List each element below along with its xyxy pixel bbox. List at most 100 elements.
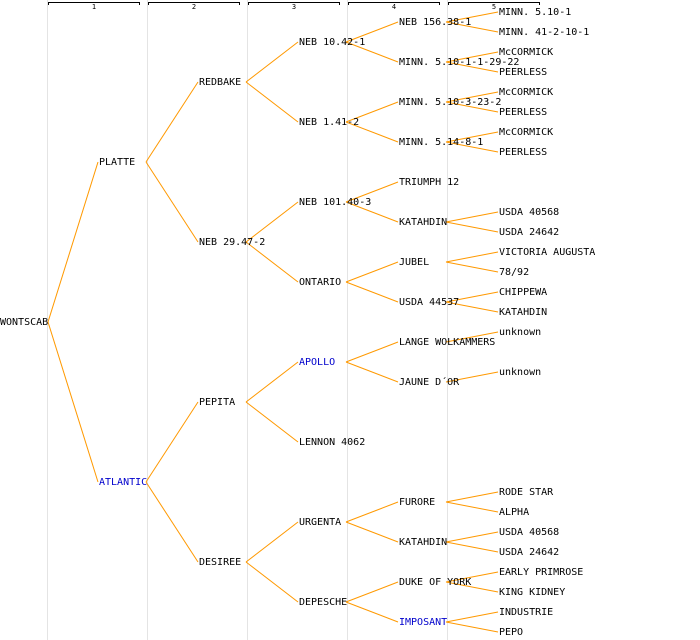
edge xyxy=(345,201,399,223)
edge xyxy=(245,41,299,83)
edge xyxy=(445,541,499,553)
edge xyxy=(345,501,399,523)
edge xyxy=(445,491,499,503)
edge xyxy=(445,11,499,23)
edge xyxy=(445,141,499,153)
edge xyxy=(345,361,399,383)
node-label: MINN. 5.10-1-1-29-22 xyxy=(399,57,519,68)
node-label: LANGE WOLKAMMERS xyxy=(399,337,495,348)
node-label: USDA 24642 xyxy=(499,547,559,558)
edge xyxy=(245,401,299,443)
edge xyxy=(445,501,499,513)
node-label: INDUSTRIE xyxy=(499,607,553,618)
node-label: ONTARIO xyxy=(299,277,341,288)
node-label: 78/92 xyxy=(499,267,529,278)
node-label: USDA 24642 xyxy=(499,227,559,238)
node-label: PLATTE xyxy=(99,157,135,168)
edge xyxy=(245,521,299,563)
node-label: WONTSCAB xyxy=(0,317,48,328)
edge xyxy=(345,341,399,363)
edge xyxy=(445,61,499,73)
node-label: PEPO xyxy=(499,627,523,638)
node-label: PEPITA xyxy=(199,397,235,408)
edge xyxy=(345,41,399,63)
node-label: APOLLO xyxy=(299,357,335,368)
edge xyxy=(445,581,499,593)
edge xyxy=(445,51,499,63)
edge xyxy=(445,211,499,223)
edge xyxy=(445,21,499,33)
node-label: MINN. 5.10-1 xyxy=(499,7,571,18)
node-label: NEB 10.42-1 xyxy=(299,37,365,48)
column-guides xyxy=(47,0,448,640)
node-label: REDBAKE xyxy=(199,77,241,88)
edge xyxy=(345,121,399,143)
node-label: NEB 156.38-1 xyxy=(399,17,471,28)
edge xyxy=(145,161,199,243)
node-label: JAUNE D´OR xyxy=(399,376,460,388)
node-label: TRIUMPH 12 xyxy=(399,177,459,188)
edge xyxy=(145,481,199,563)
edge xyxy=(445,301,499,313)
node-label: KING KIDNEY xyxy=(499,587,565,598)
edge xyxy=(445,131,499,143)
edge xyxy=(345,261,399,283)
edge xyxy=(445,611,499,623)
column-number: 5 xyxy=(492,3,496,11)
node-label: McCORMICK xyxy=(499,47,553,58)
edge xyxy=(445,331,499,343)
edge xyxy=(445,251,499,263)
node-label: unknown xyxy=(499,367,541,378)
edge xyxy=(445,101,499,113)
node-label: unknown xyxy=(499,327,541,338)
edge xyxy=(245,361,299,403)
node-label: CHIPPEWA xyxy=(499,287,547,298)
node-label: NEB 29.47-2 xyxy=(199,237,265,248)
node-label: RODE STAR xyxy=(499,487,554,498)
node-label: JUBEL xyxy=(399,257,429,268)
edge xyxy=(245,201,299,243)
node-label: NEB 101.40-3 xyxy=(299,197,371,208)
column-number: 1 xyxy=(92,3,96,11)
node-label: McCORMICK xyxy=(499,87,553,98)
edge xyxy=(245,81,299,123)
edge xyxy=(345,521,399,543)
node-label: ATLANTIC xyxy=(99,477,147,488)
node-label: URGENTA xyxy=(299,517,341,528)
edge xyxy=(445,571,499,583)
node-label: MINN. 5.10-3-23-2 xyxy=(399,97,501,108)
edge xyxy=(445,291,499,303)
edge xyxy=(345,581,399,603)
edge xyxy=(445,531,499,543)
node-label: McCORMICK xyxy=(499,127,553,138)
edge xyxy=(445,91,499,103)
edge xyxy=(245,561,299,603)
node-label: NEB 1.41-2 xyxy=(299,117,359,128)
node-label: DUKE OF YORK xyxy=(399,577,471,588)
edge xyxy=(47,321,99,483)
edge xyxy=(345,281,399,303)
node-label: IMPOSANT xyxy=(399,617,447,628)
edge xyxy=(345,181,399,203)
node-label: KATAHDIN xyxy=(399,217,447,228)
edge xyxy=(245,241,299,283)
node-label: KATAHDIN xyxy=(499,307,547,318)
node-label: USDA 40568 xyxy=(499,207,559,218)
node-label: MINN. 41-2-10-1 xyxy=(499,27,589,38)
node-label: LENNON 4062 xyxy=(299,437,365,448)
edge xyxy=(345,21,399,43)
column-number: 3 xyxy=(292,3,296,11)
node-label: KATAHDIN xyxy=(399,537,447,548)
edge xyxy=(47,161,99,323)
edge xyxy=(145,81,199,163)
edge xyxy=(345,101,399,123)
edge xyxy=(445,621,499,633)
column-number: 2 xyxy=(192,3,196,11)
node-label: EARLY PRIMROSE xyxy=(499,567,583,578)
column-number: 4 xyxy=(392,3,396,11)
node-label: MINN. 5.14-8-1 xyxy=(399,137,483,148)
edge xyxy=(445,221,499,233)
node-label: VICTORIA AUGUSTA xyxy=(499,247,595,258)
node-label: PEERLESS xyxy=(499,107,547,118)
